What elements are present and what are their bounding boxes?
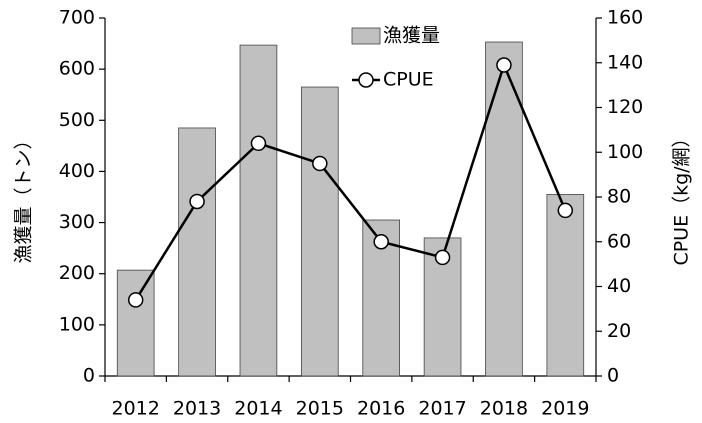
x-tick-label: 2017 (418, 398, 466, 420)
y2-tick-label: 120 (607, 96, 643, 118)
y2-tick-label: 40 (607, 275, 631, 297)
y2-tick-label: 160 (607, 7, 643, 29)
y2-tick-label: 60 (607, 230, 631, 252)
marker (496, 57, 512, 73)
bar (300, 86, 339, 377)
marker (189, 193, 205, 210)
line (134, 61, 567, 301)
y2-tick-label: 100 (607, 141, 643, 163)
legend-label: CPUE (383, 69, 434, 91)
marker (127, 292, 144, 308)
bar (239, 44, 278, 377)
bar (116, 269, 155, 377)
y2-tick-label: 140 (607, 51, 643, 73)
x-tick-label: 2014 (234, 398, 282, 420)
marker (312, 155, 328, 172)
y-tick-label: 0 (83, 365, 95, 387)
y2-tick-label: 80 (607, 186, 631, 208)
y-tick-label: 700 (59, 7, 95, 29)
marker (373, 234, 389, 250)
y-tick-label: 100 (59, 313, 95, 335)
bar (178, 127, 216, 377)
y2-tick-label: 0 (607, 365, 619, 387)
x-tick-label: 2018 (480, 398, 528, 420)
legend-marker (358, 72, 374, 88)
y-axis-label: 漁獲量（トン） (13, 130, 35, 263)
y-tick-label: 600 (59, 58, 95, 80)
x-tick-label: 2013 (173, 398, 221, 420)
y-tick-label: 300 (59, 211, 95, 233)
x-tick-label: 2015 (296, 398, 344, 420)
legend-label: 漁獲量 (383, 25, 440, 47)
bar (546, 194, 585, 377)
y2-tick-label: 20 (607, 320, 631, 342)
y2-axis-label: CPUE（kg/網） (671, 128, 693, 265)
x-tick-label: 2016 (357, 398, 405, 420)
legend-swatch (351, 27, 381, 45)
bar (485, 41, 523, 377)
marker (557, 202, 574, 219)
x-tick-label: 2019 (541, 398, 589, 420)
marker (250, 135, 267, 152)
y-tick-label: 200 (59, 262, 95, 284)
marker (434, 249, 451, 266)
x-tick-label: 2012 (112, 398, 160, 420)
y-tick-label: 400 (59, 160, 95, 182)
y-tick-label: 500 (59, 109, 95, 131)
